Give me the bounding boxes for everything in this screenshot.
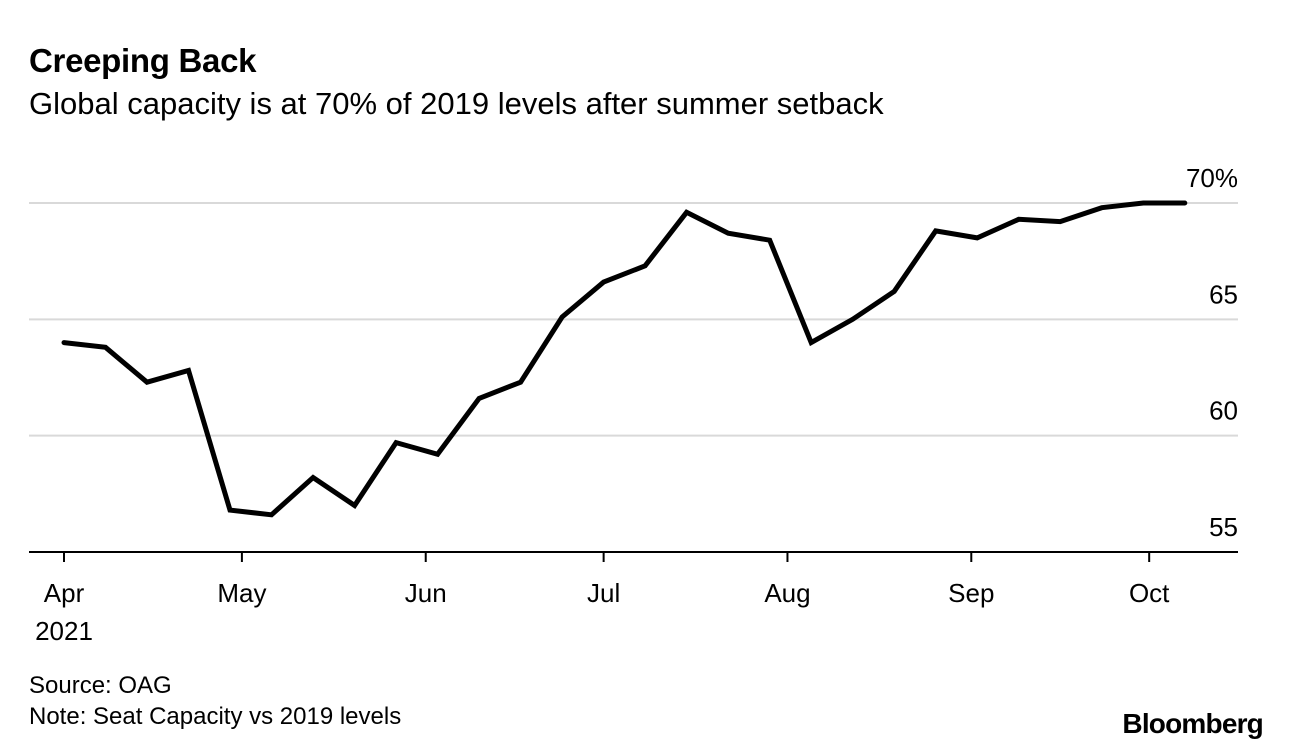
series-group: [61, 200, 1188, 518]
brand-logo: Bloomberg: [1122, 708, 1263, 739]
y-tick-label-65: 65: [1209, 279, 1238, 309]
series-line-0: [61, 200, 1188, 518]
x-tick-label-sep: Sep: [948, 578, 994, 608]
y-tick-label-55: 55: [1209, 512, 1238, 542]
y-tick-label-70: 70%: [1186, 163, 1238, 193]
x-tick-sublabel-year: 2021: [35, 616, 93, 646]
x-axis-ticks: Apr 2021 May Jun Jul Aug Sep Oct: [35, 552, 1170, 646]
x-tick-label-jun: Jun: [405, 578, 447, 608]
x-tick-label-oct: Oct: [1129, 578, 1170, 608]
chart-subtitle: Global capacity is at 70% of 2019 levels…: [29, 86, 884, 121]
y-tick-label-60: 60: [1209, 396, 1238, 426]
y-axis-labels: 55 60 65 70%: [1186, 163, 1238, 542]
x-tick-label-jul: Jul: [587, 578, 620, 608]
chart-title: Creeping Back: [29, 42, 257, 79]
x-tick-label-apr: Apr: [44, 578, 85, 608]
x-tick-label-may: May: [217, 578, 266, 608]
x-tick-label-aug: Aug: [764, 578, 810, 608]
source-note: Source: OAG: [29, 672, 172, 699]
gridlines: [29, 202, 1238, 437]
footnote: Note: Seat Capacity vs 2019 levels: [29, 703, 402, 730]
